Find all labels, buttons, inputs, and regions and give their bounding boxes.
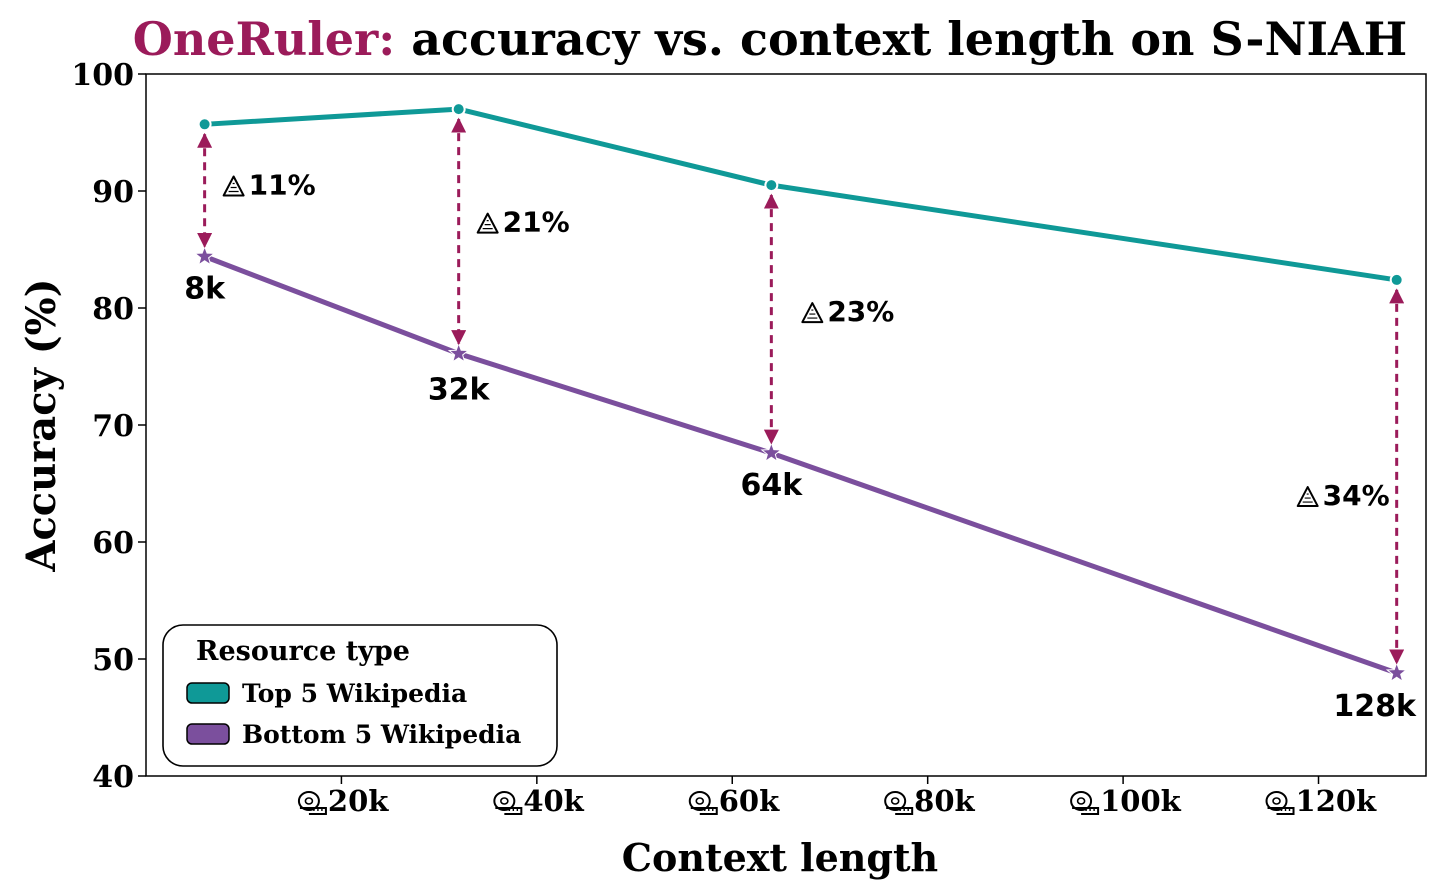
y-tick-label: 70 — [92, 409, 134, 444]
legend-swatch-top5 — [186, 682, 230, 704]
data-point — [451, 102, 466, 117]
title-rest: accuracy vs. context length on S-NIAH — [395, 12, 1407, 66]
y-tick-label: 90 — [92, 175, 134, 210]
x-tick-label: 40k — [523, 784, 584, 818]
data-point — [1389, 272, 1404, 287]
x-tick-label: 100k — [1100, 784, 1182, 818]
data-point — [1385, 661, 1408, 683]
x-axis: 20k 40k 60k 80k 100k 120k — [297, 776, 1378, 818]
measuring-tape-icon — [1265, 791, 1295, 815]
chart-title: OneRuler: accuracy vs. context length on… — [133, 12, 1407, 66]
gap-label: 23% — [827, 295, 894, 328]
point-label: 64k — [740, 468, 803, 503]
title-prefix: OneRuler: — [133, 12, 395, 66]
data-point — [764, 178, 779, 193]
legend-box — [162, 624, 558, 767]
gap-arrows: 11% 21% 23% 34% — [197, 117, 1405, 665]
point-labels: 8k 32k 64k 128k — [184, 272, 1417, 725]
y-axis: 40 50 60 70 80 90 100 — [71, 58, 146, 795]
legend-label-bottom5: Bottom 5 Wikipedia — [242, 720, 521, 749]
delta-icon — [1296, 486, 1319, 508]
point-label: 8k — [184, 272, 226, 307]
x-tick-label: 20k — [328, 784, 389, 818]
legend: Resource type Top 5 Wikipedia Bottom 5 W… — [162, 624, 558, 767]
legend-label-top5: Top 5 Wikipedia — [242, 679, 467, 708]
gap-label: 11% — [249, 169, 316, 202]
measuring-tape-icon — [297, 791, 327, 815]
data-point — [193, 245, 216, 266]
data-point — [760, 441, 783, 463]
gap-label: 21% — [503, 206, 570, 239]
point-label: 128k — [1333, 689, 1417, 724]
y-tick-label: 40 — [92, 760, 134, 795]
y-tick-label: 60 — [92, 526, 134, 561]
y-tick-label: 100 — [71, 58, 134, 93]
y-tick-label: 50 — [92, 643, 134, 678]
delta-icon — [476, 212, 499, 234]
data-point — [447, 342, 470, 363]
legend-title: Resource type — [196, 636, 410, 667]
measuring-tape-icon — [688, 791, 718, 815]
point-label: 32k — [428, 373, 491, 408]
measuring-tape-icon — [493, 791, 523, 815]
gap-label: 34% — [1323, 479, 1390, 512]
series-line-0 — [202, 106, 1400, 283]
measuring-tape-icon — [884, 791, 914, 815]
x-tick-label: 120k — [1296, 784, 1378, 818]
y-axis-label: Accuracy (%) — [18, 278, 65, 572]
series-line-1 — [202, 254, 1400, 676]
measuring-tape-icon — [1070, 791, 1100, 815]
x-tick-label: 60k — [719, 784, 780, 818]
series-layer — [193, 102, 1408, 683]
legend-swatch-bottom5 — [186, 723, 230, 745]
delta-icon — [222, 175, 245, 197]
x-axis-label: Context length — [622, 835, 938, 880]
data-point — [197, 117, 212, 132]
x-tick-label: 80k — [914, 784, 975, 818]
delta-icon — [801, 302, 824, 324]
y-tick-label: 80 — [92, 292, 134, 327]
